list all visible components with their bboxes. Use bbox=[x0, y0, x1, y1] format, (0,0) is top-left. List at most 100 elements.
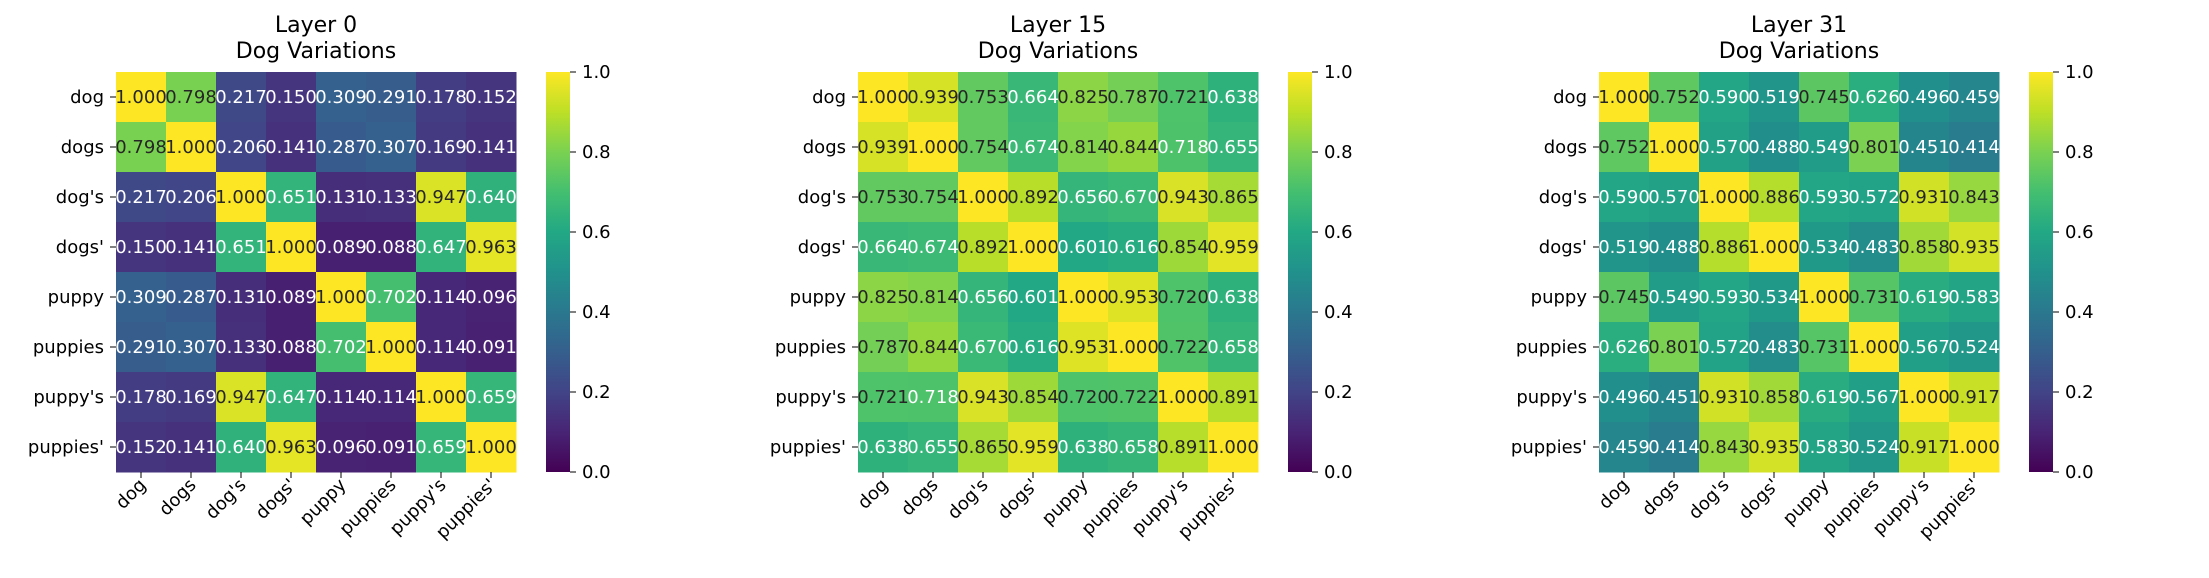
chart-title: Layer 0 Dog Variations bbox=[236, 13, 396, 64]
heatmap-cell bbox=[316, 372, 367, 423]
cell-value-label: 0.939 bbox=[857, 137, 909, 158]
cell-value-label: 0.091 bbox=[365, 437, 417, 458]
heatmap-cell bbox=[216, 372, 267, 423]
cell-value-label: 0.483 bbox=[1748, 337, 1800, 358]
heatmap-cell bbox=[166, 422, 217, 473]
cell-value-label: 0.638 bbox=[1207, 287, 1259, 308]
heatmap-cell bbox=[1158, 222, 1209, 273]
cell-value-label: 0.656 bbox=[957, 287, 1009, 308]
cell-value-label: 0.963 bbox=[465, 237, 517, 258]
cell-value-label: 0.217 bbox=[115, 187, 167, 208]
cell-value-label: 0.141 bbox=[165, 437, 217, 458]
heatmap-cell bbox=[416, 322, 467, 373]
heatmap-cell bbox=[1649, 422, 1700, 473]
heatmap-cell bbox=[1008, 322, 1059, 373]
y-tick-label: dog's bbox=[56, 187, 104, 208]
heatmap-cell bbox=[1749, 322, 1800, 373]
heatmap-cell bbox=[116, 222, 167, 273]
cell-value-label: 0.519 bbox=[1748, 87, 1800, 108]
heatmap-cell bbox=[1849, 122, 1900, 173]
cell-value-label: 1.000 bbox=[365, 337, 417, 358]
heatmap-cell bbox=[1649, 172, 1700, 223]
heatmap-cell bbox=[266, 122, 317, 173]
heatmap-cell bbox=[908, 72, 959, 123]
heatmap-cell bbox=[1058, 272, 1109, 323]
x-tick-label: dogs' bbox=[1735, 475, 1784, 524]
heatmap-panel-1: Layer 15 Dog Variations1.0000.9390.7530.6… bbox=[770, 13, 1353, 543]
x-tick-label: dogs bbox=[1638, 475, 1683, 520]
cell-value-label: 0.731 bbox=[1798, 337, 1850, 358]
colorbar-tick-label: 0.4 bbox=[2065, 302, 2094, 323]
cell-value-label: 0.854 bbox=[1157, 237, 1209, 258]
cell-value-label: 0.664 bbox=[857, 237, 909, 258]
heatmap-cell bbox=[216, 172, 267, 223]
heatmap-cell bbox=[1849, 72, 1900, 123]
cell-value-label: 0.583 bbox=[1948, 287, 2000, 308]
cell-value-label: 0.798 bbox=[115, 137, 167, 158]
cell-value-label: 1.000 bbox=[465, 437, 517, 458]
heatmap-cell bbox=[1008, 72, 1059, 123]
heatmap-cell bbox=[1749, 422, 1800, 473]
cell-value-label: 0.664 bbox=[1007, 87, 1059, 108]
colorbar-tick-label: 0.2 bbox=[1324, 382, 1353, 403]
cell-value-label: 0.720 bbox=[1057, 387, 1109, 408]
cell-value-label: 0.114 bbox=[315, 387, 367, 408]
y-tick-label: puppies' bbox=[770, 437, 846, 458]
heatmap-cell bbox=[1158, 122, 1209, 173]
cell-value-label: 0.670 bbox=[1107, 187, 1159, 208]
cell-value-label: 0.801 bbox=[1648, 337, 1700, 358]
heatmap-cell bbox=[1799, 172, 1850, 223]
cell-value-label: 0.459 bbox=[1948, 87, 2000, 108]
cell-value-label: 0.096 bbox=[465, 287, 517, 308]
cell-value-label: 0.488 bbox=[1648, 237, 1700, 258]
colorbar bbox=[2029, 72, 2053, 472]
heatmap-cell bbox=[466, 72, 517, 123]
cell-value-label: 0.959 bbox=[1207, 237, 1259, 258]
heatmap-cell bbox=[1949, 322, 2000, 373]
heatmap-cell bbox=[1599, 272, 1650, 323]
heatmap-cell bbox=[1208, 422, 1259, 473]
cell-value-label: 0.647 bbox=[415, 237, 467, 258]
heatmap-cell bbox=[1208, 72, 1259, 123]
heatmap-cell bbox=[1649, 72, 1700, 123]
heatmap-cell bbox=[958, 372, 1009, 423]
cell-value-label: 0.549 bbox=[1648, 287, 1700, 308]
heatmap-cell bbox=[466, 372, 517, 423]
cell-value-label: 0.858 bbox=[1748, 387, 1800, 408]
cell-value-label: 0.844 bbox=[1107, 137, 1159, 158]
cell-value-label: 0.152 bbox=[115, 437, 167, 458]
cell-value-label: 1.000 bbox=[1207, 437, 1259, 458]
colorbar-tick-label: 0.0 bbox=[582, 462, 611, 483]
y-tick-label: dog's bbox=[1539, 187, 1587, 208]
heatmap-cell bbox=[416, 122, 467, 173]
cell-value-label: 0.601 bbox=[1007, 287, 1059, 308]
heatmap-cell bbox=[858, 272, 909, 323]
cell-value-label: 0.534 bbox=[1798, 237, 1850, 258]
cell-value-label: 0.583 bbox=[1798, 437, 1850, 458]
cell-value-label: 0.291 bbox=[115, 337, 167, 358]
cell-value-label: 0.718 bbox=[907, 387, 959, 408]
cell-value-label: 0.670 bbox=[957, 337, 1009, 358]
heatmap-cell bbox=[366, 272, 417, 323]
x-tick-label: dog's bbox=[944, 475, 993, 524]
y-tick-label: dogs bbox=[61, 137, 104, 158]
heatmap-cell bbox=[1799, 222, 1850, 273]
cell-value-label: 0.674 bbox=[907, 237, 959, 258]
heatmap-cell bbox=[1799, 422, 1850, 473]
heatmap-cell bbox=[216, 422, 267, 473]
heatmap-cell bbox=[1899, 72, 1950, 123]
cell-value-label: 0.152 bbox=[465, 87, 517, 108]
cell-value-label: 0.892 bbox=[957, 237, 1009, 258]
cell-value-label: 0.114 bbox=[365, 387, 417, 408]
cell-value-label: 0.745 bbox=[1798, 87, 1850, 108]
cell-value-label: 1.000 bbox=[415, 387, 467, 408]
heatmap-cell bbox=[466, 172, 517, 223]
cell-value-label: 0.488 bbox=[1748, 137, 1800, 158]
cell-value-label: 0.752 bbox=[1648, 87, 1700, 108]
cell-value-label: 0.939 bbox=[907, 87, 959, 108]
heatmap-cell bbox=[116, 322, 167, 373]
cell-value-label: 0.178 bbox=[415, 87, 467, 108]
cell-value-label: 0.656 bbox=[1057, 187, 1109, 208]
heatmap-cell bbox=[166, 372, 217, 423]
cell-value-label: 0.825 bbox=[857, 287, 909, 308]
